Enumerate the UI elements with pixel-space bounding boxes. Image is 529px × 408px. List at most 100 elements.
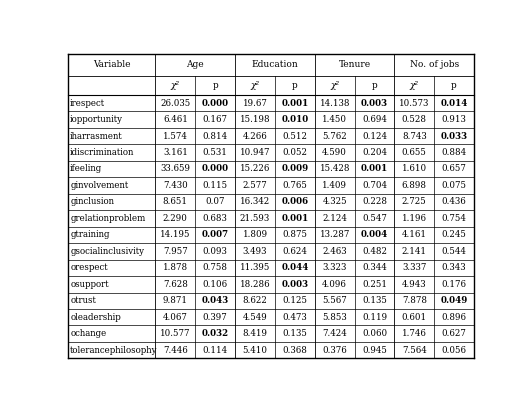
Text: oleadership: oleadership (70, 313, 121, 322)
Text: 0.075: 0.075 (442, 181, 467, 190)
Text: 0.884: 0.884 (442, 148, 467, 157)
Text: p: p (212, 81, 218, 90)
Text: 7.564: 7.564 (402, 346, 427, 355)
Text: 0.006: 0.006 (281, 197, 308, 206)
Text: 10.947: 10.947 (240, 148, 270, 157)
Text: 0.694: 0.694 (362, 115, 387, 124)
Text: 0.093: 0.093 (203, 247, 227, 256)
Text: 4.067: 4.067 (163, 313, 188, 322)
Text: 21.593: 21.593 (240, 214, 270, 223)
Text: gsocialinclusivity: gsocialinclusivity (70, 247, 144, 256)
Text: 0.397: 0.397 (203, 313, 227, 322)
Text: 4.325: 4.325 (322, 197, 347, 206)
Text: 10.573: 10.573 (399, 99, 430, 108)
Text: 0.683: 0.683 (203, 214, 227, 223)
Text: Education: Education (252, 60, 298, 69)
Text: 0.003: 0.003 (361, 99, 388, 108)
Text: 15.428: 15.428 (320, 164, 350, 173)
Text: χ²: χ² (330, 81, 339, 90)
Text: 0.655: 0.655 (402, 148, 427, 157)
Text: 0.473: 0.473 (282, 313, 307, 322)
Text: 0.000: 0.000 (202, 99, 229, 108)
Text: 0.531: 0.531 (203, 148, 227, 157)
Text: 2.725: 2.725 (402, 197, 427, 206)
Text: 8.743: 8.743 (402, 131, 427, 140)
Text: 16.342: 16.342 (240, 197, 270, 206)
Text: 4.161: 4.161 (402, 231, 427, 239)
Text: 0.052: 0.052 (282, 148, 307, 157)
Text: 0.228: 0.228 (362, 197, 387, 206)
Text: 0.482: 0.482 (362, 247, 387, 256)
Text: 7.446: 7.446 (163, 346, 188, 355)
Text: 0.601: 0.601 (402, 313, 427, 322)
Text: 0.814: 0.814 (203, 131, 228, 140)
Text: 5.762: 5.762 (322, 131, 347, 140)
Text: 1.574: 1.574 (163, 131, 188, 140)
Text: 1.450: 1.450 (322, 115, 347, 124)
Text: grelationproblem: grelationproblem (70, 214, 145, 223)
Text: orespect: orespect (70, 263, 108, 272)
Text: χ²: χ² (410, 81, 419, 90)
Text: Variable: Variable (93, 60, 131, 69)
Text: ginvolvement: ginvolvement (70, 181, 129, 190)
Text: ochange: ochange (70, 329, 106, 338)
Text: 1.409: 1.409 (322, 181, 347, 190)
Text: 5.567: 5.567 (322, 296, 347, 305)
Text: 0.176: 0.176 (442, 280, 467, 289)
Text: tolerancephilosophy: tolerancephilosophy (70, 346, 158, 355)
Text: irespect: irespect (70, 99, 105, 108)
Text: 0.010: 0.010 (281, 115, 308, 124)
Text: 0.135: 0.135 (362, 296, 387, 305)
Text: 0.014: 0.014 (441, 99, 468, 108)
Text: p: p (451, 81, 457, 90)
Text: osupport: osupport (70, 280, 109, 289)
Text: 3.493: 3.493 (243, 247, 267, 256)
Text: 4.549: 4.549 (243, 313, 267, 322)
Text: 6.461: 6.461 (163, 115, 188, 124)
Text: 0.704: 0.704 (362, 181, 387, 190)
Text: 0.376: 0.376 (322, 346, 347, 355)
Text: 5.853: 5.853 (322, 313, 347, 322)
Text: 15.226: 15.226 (240, 164, 270, 173)
Text: 0.049: 0.049 (441, 296, 468, 305)
Text: 0.251: 0.251 (362, 280, 387, 289)
Text: 1.610: 1.610 (402, 164, 427, 173)
Text: 4.096: 4.096 (322, 280, 347, 289)
Text: 15.198: 15.198 (240, 115, 270, 124)
Text: 2.290: 2.290 (163, 214, 188, 223)
Text: 18.286: 18.286 (240, 280, 270, 289)
Text: 3.161: 3.161 (163, 148, 188, 157)
Text: 0.765: 0.765 (282, 181, 307, 190)
Text: 2.577: 2.577 (243, 181, 267, 190)
Text: 0.875: 0.875 (282, 231, 307, 239)
Text: 0.135: 0.135 (282, 329, 307, 338)
Text: 0.060: 0.060 (362, 329, 387, 338)
Text: 1.809: 1.809 (242, 231, 268, 239)
Text: 8.651: 8.651 (163, 197, 188, 206)
Text: 4.943: 4.943 (402, 280, 426, 289)
Text: gtraining: gtraining (70, 231, 110, 239)
Text: Tenure: Tenure (339, 60, 371, 69)
Text: 9.871: 9.871 (163, 296, 188, 305)
Text: 0.003: 0.003 (281, 280, 308, 289)
Text: 1.878: 1.878 (163, 263, 188, 272)
Text: 0.627: 0.627 (442, 329, 467, 338)
Text: 26.035: 26.035 (160, 99, 190, 108)
Text: 0.758: 0.758 (203, 263, 227, 272)
Text: 33.659: 33.659 (160, 164, 190, 173)
Text: 0.167: 0.167 (203, 115, 227, 124)
Text: 0.368: 0.368 (282, 346, 307, 355)
Text: 5.410: 5.410 (242, 346, 268, 355)
Text: 6.898: 6.898 (402, 181, 427, 190)
Text: 0.044: 0.044 (281, 263, 308, 272)
Text: 11.395: 11.395 (240, 263, 270, 272)
Text: χ²: χ² (250, 81, 260, 90)
Text: 0.07: 0.07 (205, 197, 225, 206)
Text: 4.266: 4.266 (243, 131, 267, 140)
Text: 0.007: 0.007 (202, 231, 229, 239)
Text: p: p (292, 81, 298, 90)
Text: 0.344: 0.344 (362, 263, 387, 272)
Text: Age: Age (186, 60, 204, 69)
Text: 0.544: 0.544 (442, 247, 467, 256)
Text: iharrasment: iharrasment (70, 131, 123, 140)
